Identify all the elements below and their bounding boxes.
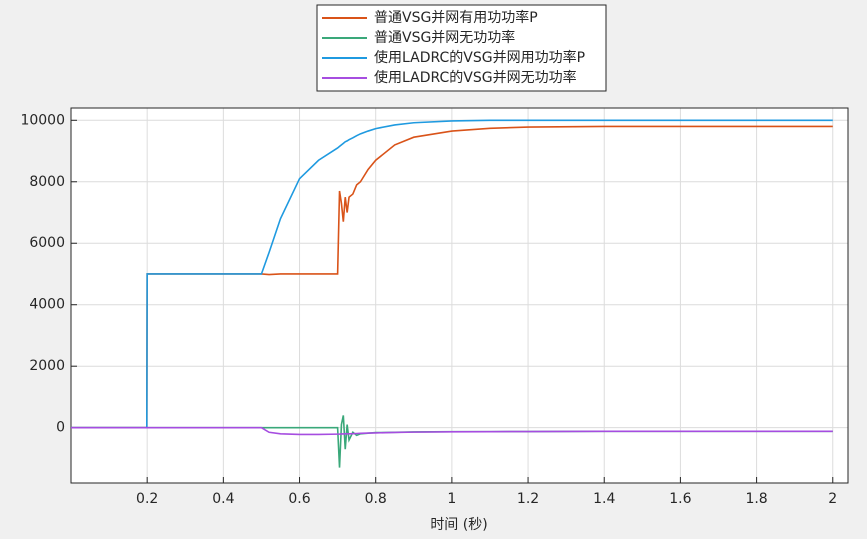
x-tick-label: 1.4 xyxy=(593,491,615,507)
x-tick-label: 0.8 xyxy=(365,491,387,507)
x-tick-label: 1.2 xyxy=(517,491,539,507)
legend-label: 使用LADRC的VSG并网用功功率P xyxy=(374,49,585,66)
x-tick-label: 0.6 xyxy=(288,491,310,507)
y-tick-label: 2000 xyxy=(29,358,65,374)
y-tick-label: 0 xyxy=(56,420,65,436)
x-tick-label: 0.2 xyxy=(136,491,158,507)
legend-label: 普通VSG并网有用功功率P xyxy=(374,9,538,26)
x-tick-label: 1 xyxy=(447,491,456,507)
plot-area xyxy=(71,108,848,483)
legend-box xyxy=(316,4,607,92)
y-tick-label: 6000 xyxy=(29,235,65,251)
x-tick-label: 0.4 xyxy=(212,491,234,507)
series-line xyxy=(71,119,833,429)
axes-box xyxy=(70,107,849,484)
y-tick-label: 10000 xyxy=(20,112,65,128)
x-tick-label: 1.6 xyxy=(669,491,691,507)
x-tick-label: 2 xyxy=(828,491,837,507)
x-tick-label: 1.8 xyxy=(745,491,767,507)
y-tick-label: 4000 xyxy=(29,297,65,313)
series-line xyxy=(71,426,833,436)
y-tick-label: 8000 xyxy=(29,174,65,190)
x-axis-label: 时间 (秒) xyxy=(430,517,487,533)
legend-label: 使用LADRC的VSG并网无功功率 xyxy=(374,69,577,86)
legend-label: 普通VSG并网无功功率 xyxy=(374,29,515,46)
